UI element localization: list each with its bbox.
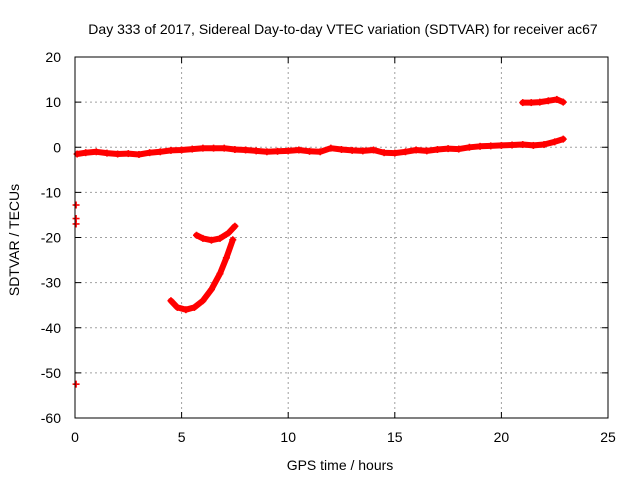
data-point	[199, 144, 207, 152]
data-point	[225, 229, 233, 237]
data-point	[391, 149, 399, 157]
data-point	[231, 146, 239, 154]
data-point	[188, 145, 196, 153]
chart-title: Day 333 of 2017, Sidereal Day-to-day VTE…	[88, 21, 598, 37]
data-point	[284, 147, 292, 155]
data-point	[369, 146, 377, 154]
data-point	[519, 99, 527, 107]
data-point	[527, 99, 535, 107]
grid	[75, 57, 608, 418]
data-point	[199, 297, 207, 305]
data-point	[295, 146, 303, 154]
data-point	[222, 254, 230, 262]
data-point	[167, 146, 175, 154]
data-point	[156, 148, 164, 156]
data-point	[207, 236, 215, 244]
y-axis-label: SDTVAR / TECUs	[6, 184, 22, 296]
data-point	[455, 145, 463, 153]
x-tick-label: 20	[494, 429, 510, 445]
data-point	[476, 142, 484, 150]
data-point	[540, 141, 548, 149]
data-point	[124, 150, 132, 158]
series-small-arc	[193, 222, 239, 244]
data-point	[252, 147, 260, 155]
data-point	[559, 135, 567, 143]
series-isolated-points	[72, 201, 80, 388]
data-point	[207, 285, 215, 293]
data-point	[167, 297, 175, 305]
x-tick-label: 5	[178, 429, 186, 445]
y-tick-label: 10	[45, 94, 61, 110]
data-point	[199, 234, 207, 242]
y-tick-label: -10	[41, 184, 61, 200]
y-tick-label: -60	[41, 410, 61, 426]
data-point	[216, 270, 224, 278]
data-point	[82, 149, 90, 157]
y-tick-label: -50	[41, 365, 61, 381]
axis-ticks: 0 5 10 15 20 25 -60 -50 -40 -30 -20 -10 0 10 20	[41, 49, 616, 445]
y-tick-label: -30	[41, 275, 61, 291]
data-point	[465, 143, 473, 151]
data-point	[444, 145, 452, 153]
data-point	[135, 150, 143, 158]
data-point	[103, 149, 111, 157]
data-point	[182, 306, 190, 314]
data-point	[306, 147, 314, 155]
data-series	[72, 95, 567, 388]
data-point	[146, 149, 154, 157]
x-tick-label: 10	[280, 429, 296, 445]
data-point	[338, 146, 345, 154]
data-point	[348, 146, 356, 154]
y-tick-label: -40	[41, 320, 61, 336]
data-point	[173, 303, 181, 311]
series-line	[167, 236, 236, 313]
data-point	[380, 149, 388, 157]
x-tick-label: 25	[600, 429, 616, 445]
series-upper-arc	[519, 95, 567, 107]
data-point	[114, 150, 122, 158]
data-point	[242, 146, 250, 154]
data-point	[544, 97, 552, 105]
data-point	[327, 144, 335, 152]
x-tick-label: 0	[71, 429, 79, 445]
y-tick-label: 0	[53, 139, 61, 155]
data-point	[553, 95, 561, 103]
data-point	[423, 147, 431, 155]
y-tick-label: -20	[41, 230, 61, 246]
data-point	[231, 222, 239, 230]
x-tick-label: 15	[387, 429, 403, 445]
data-point	[487, 142, 495, 150]
data-point	[229, 236, 237, 244]
data-point	[190, 303, 198, 311]
series-main-band	[73, 135, 567, 158]
data-point	[210, 144, 218, 152]
data-point	[551, 138, 559, 146]
data-point	[497, 141, 505, 149]
y-tick-label: 20	[45, 49, 61, 65]
data-point	[263, 148, 271, 156]
data-point	[536, 98, 544, 106]
data-point	[178, 146, 186, 154]
data-point	[401, 148, 409, 156]
data-point	[220, 144, 228, 152]
data-point	[274, 147, 282, 155]
x-axis-label: GPS time / hours	[287, 457, 394, 473]
data-point	[359, 147, 367, 155]
data-point	[433, 146, 441, 154]
series-steep-descent	[167, 236, 237, 314]
data-point	[412, 146, 420, 154]
data-point	[72, 220, 80, 228]
data-point	[72, 380, 80, 388]
data-point	[216, 234, 224, 242]
data-point	[316, 148, 324, 156]
data-point	[508, 141, 516, 149]
data-point	[559, 98, 567, 106]
data-point	[193, 231, 201, 239]
data-point	[519, 141, 527, 149]
data-point	[529, 141, 537, 149]
data-point	[72, 201, 80, 209]
data-point	[92, 148, 100, 156]
